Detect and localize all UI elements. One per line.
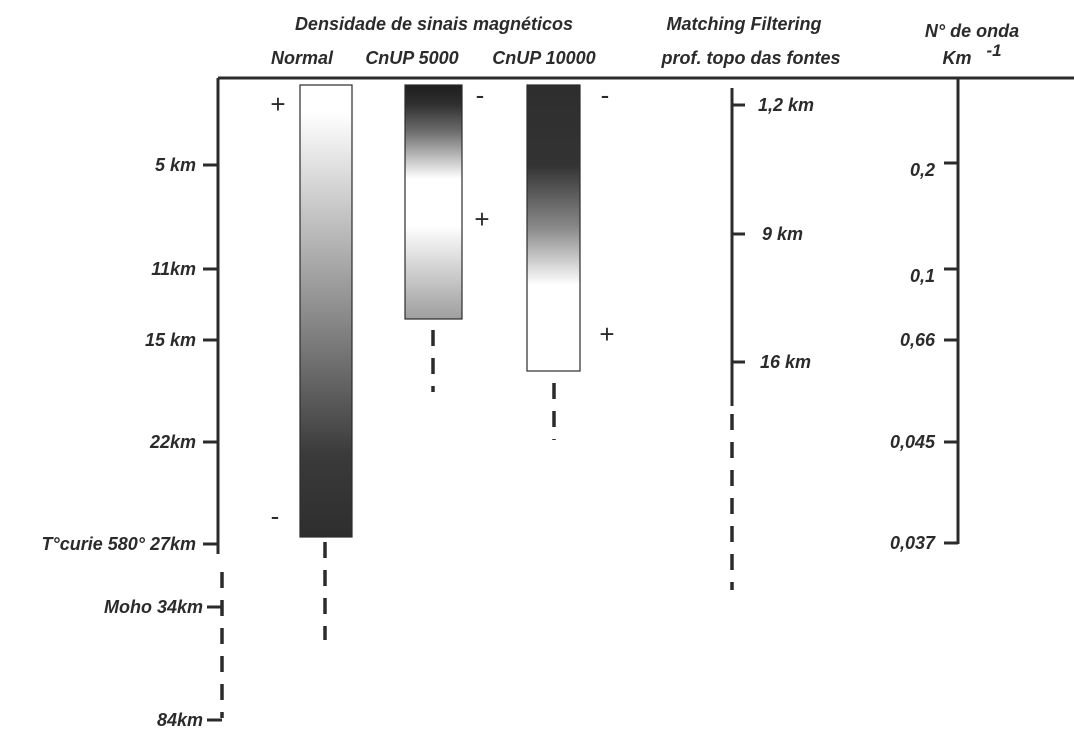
wave-label-0-66: 0,66 xyxy=(900,330,936,350)
mf-label-9km: 9 km xyxy=(762,224,803,244)
depth-label-curie: T°curie 580° 27km xyxy=(42,534,197,554)
matching-filtering-title: Matching Filtering xyxy=(667,14,822,34)
depth-label-11km: 11km xyxy=(151,259,196,279)
bar-normal xyxy=(299,84,353,538)
wave-label-0-2: 0,2 xyxy=(910,160,935,180)
wave-number-ticks xyxy=(944,161,958,545)
depth-label-15km: 15 km xyxy=(145,330,196,350)
minus-sign-normal-bottom: - xyxy=(271,501,280,531)
matching-filtering-subtitle: prof. topo das fontes xyxy=(661,48,841,68)
column-label-cnup5000: CnUP 5000 xyxy=(365,48,458,68)
column-label-normal: Normal xyxy=(271,48,334,68)
depth-label-84km: 84km xyxy=(157,710,203,730)
wave-number-title: N° de onda xyxy=(925,21,1019,41)
plus-sign-normal-top: + xyxy=(270,89,285,119)
depth-label-moho: Moho 34km xyxy=(104,597,203,617)
plus-sign-cnup10000: + xyxy=(599,319,614,349)
plus-sign-cnup5000: + xyxy=(474,204,489,234)
bar-cnup5000 xyxy=(404,84,463,320)
column-label-cnup10000: CnUP 10000 xyxy=(492,48,595,68)
mf-label-16km: 16 km xyxy=(760,352,811,372)
depth-label-22km: 22km xyxy=(149,432,196,452)
wave-number-exponent: -1 xyxy=(986,41,1001,60)
minus-sign-cnup10000: - xyxy=(601,80,610,110)
minus-sign-cnup5000: - xyxy=(476,80,485,110)
wave-label-0-037: 0,037 xyxy=(890,533,936,553)
wave-label-0-1: 0,1 xyxy=(910,266,935,286)
matching-filtering-ticks xyxy=(731,103,745,364)
wave-number-unit: Km xyxy=(942,48,971,68)
group-title: Densidade de sinais magnéticos xyxy=(295,14,573,34)
depth-label-5km: 5 km xyxy=(155,155,196,175)
bar-cnup10000 xyxy=(526,84,581,372)
depth-axis-ticks xyxy=(203,163,222,722)
wave-label-0-045: 0,045 xyxy=(890,432,936,452)
mf-label-1-2km: 1,2 km xyxy=(758,95,814,115)
